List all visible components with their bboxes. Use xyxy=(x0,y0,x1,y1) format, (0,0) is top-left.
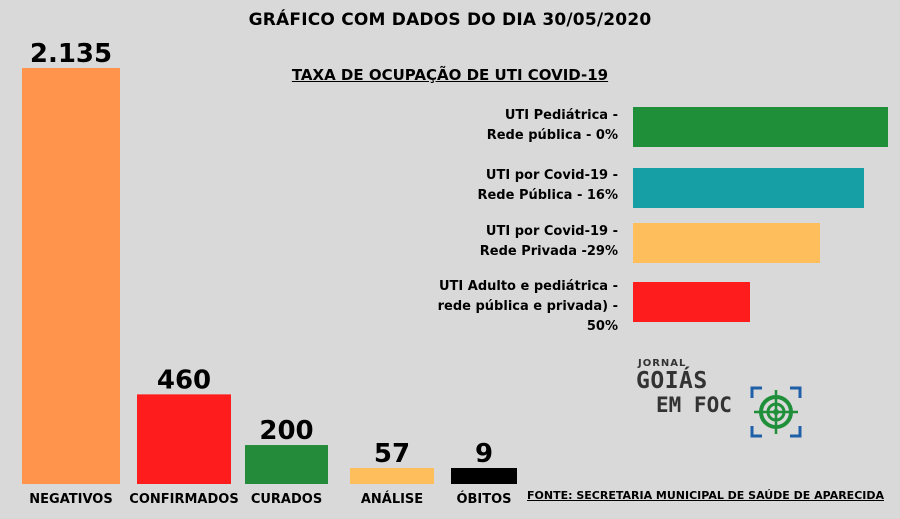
chart-title: GRÁFICO COM DADOS DO DIA 30/05/2020 xyxy=(248,10,652,30)
bar-0 xyxy=(22,68,120,484)
uti-label-2: UTI por Covid-19 - Rede Privada -29% xyxy=(479,224,618,259)
uti-label-1: UTI por Covid-19 - Rede Pública - 16% xyxy=(477,168,618,203)
category-label-0: NEGATIVOS xyxy=(29,492,112,507)
target-icon xyxy=(750,386,802,438)
uti-label-3: UTI Adulto e pediátrica - rede pública e… xyxy=(437,279,618,334)
value-label-2: 200 xyxy=(259,416,313,446)
category-label-4: ÓBITOS xyxy=(456,491,511,507)
bar-2 xyxy=(245,445,328,484)
uti-chart-title: TAXA DE OCUPAÇÃO DE UTI COVID-19 xyxy=(291,66,609,84)
value-label-4: 9 xyxy=(475,439,493,469)
category-label-3: ANÁLISE xyxy=(361,491,423,507)
journal-logo: JORNAL GOIÁS EM FOC xyxy=(632,358,802,438)
uti-bar-0 xyxy=(633,107,888,147)
logo-line2: GOIÁS xyxy=(636,368,708,394)
value-label-0: 2.135 xyxy=(30,39,112,69)
category-label-2: CURADOS xyxy=(251,492,322,507)
uti-bar-1 xyxy=(633,168,864,208)
bar-3 xyxy=(350,468,434,484)
bar-1 xyxy=(137,394,231,484)
logo-line3: EM FOC xyxy=(656,393,732,417)
value-label-1: 460 xyxy=(157,365,211,395)
uti-label-0: UTI Pediátrica - Rede pública - 0% xyxy=(486,108,618,143)
logo-line1: JORNAL xyxy=(638,358,687,369)
bar-4 xyxy=(451,468,517,484)
uti-bar-2 xyxy=(633,223,820,263)
uti-bar-3 xyxy=(633,282,750,322)
source-note: FONTE: SECRETARIA MUNICIPAL DE SAÚDE DE … xyxy=(527,489,884,502)
value-label-3: 57 xyxy=(374,439,410,469)
category-label-1: CONFIRMADOS xyxy=(129,492,238,507)
